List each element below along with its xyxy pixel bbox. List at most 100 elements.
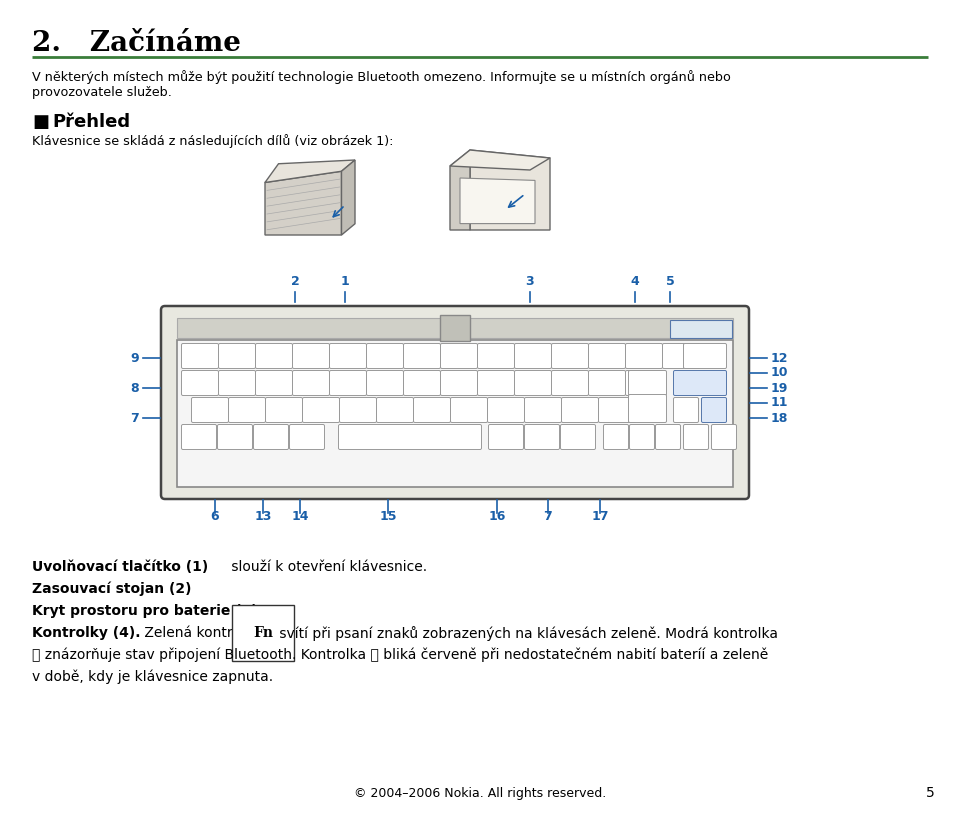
FancyBboxPatch shape [290,424,324,450]
Text: 7: 7 [543,510,552,523]
Bar [177,318,733,338]
FancyBboxPatch shape [489,424,523,450]
Polygon shape [342,160,355,235]
FancyBboxPatch shape [367,370,403,396]
Text: Zelená kontrolka: Zelená kontrolka [140,626,266,640]
Polygon shape [265,160,355,183]
FancyBboxPatch shape [329,370,367,396]
Text: Fn: Fn [253,626,273,640]
FancyBboxPatch shape [684,424,708,450]
FancyBboxPatch shape [218,424,252,450]
Text: provozovatele služeb.: provozovatele služeb. [32,86,172,99]
Text: v době, kdy je klávesnice zapnuta.: v době, kdy je klávesnice zapnuta. [32,670,274,685]
FancyBboxPatch shape [253,424,289,450]
Text: Uvolňovací tlačítko (1): Uvolňovací tlačítko (1) [32,560,208,574]
FancyBboxPatch shape [191,397,228,423]
FancyBboxPatch shape [181,343,219,369]
FancyBboxPatch shape [629,370,666,396]
Text: 4: 4 [631,275,639,288]
Text: 2: 2 [291,275,300,288]
FancyBboxPatch shape [255,343,293,369]
Text: Kontrolky (4).: Kontrolky (4). [32,626,140,640]
Text: 10: 10 [771,366,788,379]
FancyBboxPatch shape [598,397,636,423]
FancyBboxPatch shape [161,306,749,499]
FancyBboxPatch shape [219,343,255,369]
Text: 13: 13 [254,510,272,523]
FancyBboxPatch shape [684,343,727,369]
FancyBboxPatch shape [367,343,403,369]
FancyBboxPatch shape [181,370,219,396]
Text: 8: 8 [131,382,139,395]
FancyBboxPatch shape [477,370,515,396]
FancyBboxPatch shape [551,370,588,396]
Text: Přehled: Přehled [52,113,131,131]
FancyBboxPatch shape [477,343,515,369]
Text: 5: 5 [665,275,674,288]
Text: 7: 7 [131,411,139,424]
FancyBboxPatch shape [266,397,302,423]
Text: ■: ■ [32,113,49,131]
Polygon shape [450,150,550,170]
Polygon shape [470,150,550,230]
FancyBboxPatch shape [488,397,524,423]
FancyBboxPatch shape [674,397,699,423]
FancyBboxPatch shape [450,397,488,423]
Text: 3: 3 [526,275,535,288]
FancyBboxPatch shape [515,370,551,396]
FancyBboxPatch shape [630,424,655,450]
FancyBboxPatch shape [403,343,441,369]
Text: Zasouvací stojan (2): Zasouvací stojan (2) [32,582,191,596]
FancyBboxPatch shape [181,424,217,450]
FancyBboxPatch shape [293,370,329,396]
FancyBboxPatch shape [588,343,626,369]
FancyBboxPatch shape [329,343,367,369]
FancyBboxPatch shape [441,343,477,369]
FancyBboxPatch shape [702,397,727,423]
Text: 5: 5 [926,786,935,800]
Text: 15: 15 [379,510,396,523]
FancyBboxPatch shape [302,397,340,423]
Text: ⓑ znázorňuje stav připojení Bluetooth. Kontrolka ⓘ bliká červeně při nedostateč: ⓑ znázorňuje stav připojení Bluetooth. K… [32,648,768,663]
Bar [440,315,470,341]
Text: V některých místech může být použití technologie Bluetooth omezeno. Informujte s: V některých místech může být použití tec… [32,70,731,84]
FancyBboxPatch shape [524,397,562,423]
Polygon shape [450,150,470,230]
Text: 17: 17 [591,510,609,523]
Text: slouží k otevření klávesnice.: slouží k otevření klávesnice. [227,560,427,574]
Text: © 2004–2006 Nokia. All rights reserved.: © 2004–2006 Nokia. All rights reserved. [354,787,606,800]
FancyBboxPatch shape [626,343,662,369]
Text: 12: 12 [771,351,788,364]
FancyBboxPatch shape [293,343,329,369]
Text: Klávesnice se skládá z následujících dílů (viz obrázek 1):: Klávesnice se skládá z následujících díl… [32,134,394,148]
FancyBboxPatch shape [604,424,629,450]
FancyBboxPatch shape [339,424,482,450]
Bar [670,320,732,338]
Text: 19: 19 [771,382,788,395]
Text: 9: 9 [131,351,139,364]
FancyBboxPatch shape [340,397,376,423]
FancyBboxPatch shape [626,370,662,396]
FancyBboxPatch shape [629,395,666,423]
Text: 1: 1 [341,275,349,288]
Polygon shape [265,171,342,235]
FancyBboxPatch shape [662,343,700,369]
FancyBboxPatch shape [711,424,736,450]
FancyBboxPatch shape [414,397,450,423]
FancyBboxPatch shape [515,343,551,369]
Text: 14: 14 [291,510,309,523]
Text: 16: 16 [489,510,506,523]
FancyBboxPatch shape [562,397,598,423]
Text: Kryt prostoru pro baterie (3): Kryt prostoru pro baterie (3) [32,604,257,618]
FancyBboxPatch shape [656,424,681,450]
Text: 6: 6 [210,510,219,523]
FancyBboxPatch shape [255,370,293,396]
FancyBboxPatch shape [551,343,588,369]
FancyBboxPatch shape [441,370,477,396]
Polygon shape [460,178,535,224]
FancyBboxPatch shape [228,397,266,423]
FancyBboxPatch shape [376,397,414,423]
Text: 11: 11 [771,396,788,410]
Text: 18: 18 [771,411,788,424]
Text: 2.   Začínáme: 2. Začínáme [32,30,241,57]
